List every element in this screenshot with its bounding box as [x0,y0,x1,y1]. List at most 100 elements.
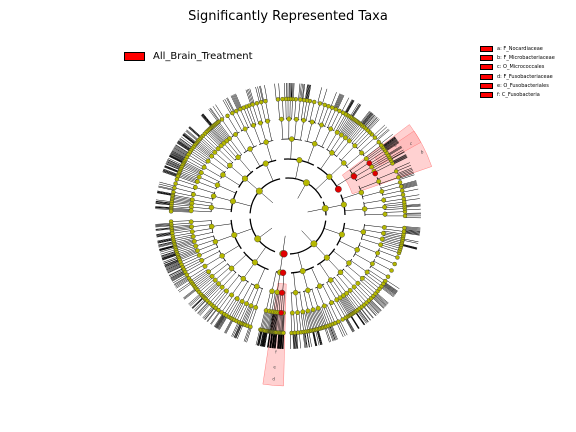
cladogram-branch [373,260,392,271]
cladogram-branch [191,296,204,308]
cladogram-branch [258,329,263,346]
taxon-node [192,184,198,190]
cladogram-branch [222,174,240,186]
cladogram-branch [258,330,263,346]
taxon-node [311,141,318,147]
cladogram-branch [173,234,193,240]
cladogram-branch [183,133,197,145]
taxon-node [401,196,406,202]
cladogram-branch [253,125,261,145]
cladogram-branch [350,126,364,143]
taxon-node [254,235,262,243]
cladogram-branch [300,312,305,332]
cladogram-branch [304,311,309,332]
taxon-node [359,275,365,281]
cladogram-branch [381,136,395,147]
cladogram-branch [269,311,274,332]
cladogram-branch [337,95,345,110]
cladogram-branch [202,113,214,127]
cladogram-branch [312,330,316,347]
cladogram-branch [384,140,398,151]
cladogram-branch [224,98,233,114]
cladogram-branch [392,156,408,165]
taxon-node [209,273,215,279]
cladogram-branch [274,332,277,349]
cladogram-branch [380,182,401,189]
cladogram-branch [344,318,353,333]
cladogram-branch [300,120,304,141]
taxon-node [300,309,306,315]
taxon-node [295,310,300,315]
cladogram-branch [215,266,231,281]
cladogram-branch [275,312,278,333]
cladogram-branch [172,197,193,202]
cladogram-branch [381,242,401,249]
cladogram-branch [165,163,181,171]
cladogram-branch [208,260,226,272]
cladogram-branch [243,326,250,342]
cladogram-branch [202,282,218,297]
cladogram-branch [385,141,399,152]
cladogram-branch [304,84,308,101]
cladogram-branch [157,239,174,244]
cladogram-branch [368,119,380,132]
cladogram-branch [367,301,379,314]
taxon-node [360,229,367,235]
cladogram-branch [236,281,248,299]
cladogram-branch [170,271,186,280]
cladogram-branch [272,332,276,349]
cladogram-branch [155,201,172,205]
cladogram-branch [303,100,308,121]
cladogram-branch [248,88,254,105]
cladogram-branch [256,268,266,287]
cladogram-branch [161,250,177,257]
cladogram-branch [156,231,173,235]
taxa-key-item: e: O_Fusobacteriales [480,81,555,90]
taxon-node [174,177,180,182]
taxon-node [229,198,236,205]
cladogram-branch [391,154,406,163]
cladogram-branch [401,183,417,188]
cladogram-branch [351,103,361,118]
cladogram-branch [351,128,366,144]
cladogram-branch [188,127,201,139]
cladogram-branch [339,320,348,336]
cladogram-branch [342,119,355,137]
cladogram-branch [290,139,292,160]
cladogram-branch [220,145,236,161]
cladogram-branch [364,115,376,128]
cladogram-branch [186,129,200,141]
cladogram-branch [387,145,402,155]
cladogram-branch [319,307,327,327]
taxon-node [248,324,253,330]
cladogram-branch [357,309,368,323]
cladogram-branch [362,305,374,319]
cladogram-edges [155,83,422,349]
cladogram-branch [295,160,300,179]
cladogram-branch [172,196,193,201]
cladogram-branch [358,282,374,297]
cladogram-branch [217,122,230,139]
cladogram-branch [359,245,378,254]
cladogram-branch [321,106,329,126]
cladogram-branch [384,211,405,213]
cladogram-branch [213,313,224,327]
cladogram-branch [170,154,185,162]
cladogram-branch [236,110,246,130]
cladogram-branch [163,169,179,176]
taxon-node [199,258,205,263]
cladogram-branch [170,270,185,279]
cladogram-branch [402,239,419,244]
taxa-key-item: a: F_Nocardiaceae [480,44,555,53]
taxa-key-swatch [480,45,493,52]
cladogram-branch [330,110,340,129]
cladogram-branch [243,305,252,325]
cladogram-branch [301,100,305,120]
cladogram-branch [246,106,254,126]
cladogram-branch [292,83,294,100]
cladogram-branch [194,299,207,312]
cladogram-branch [345,121,359,139]
cladogram-branch [384,141,399,151]
cladogram-branch [362,234,383,240]
cladogram-branch [385,279,400,289]
